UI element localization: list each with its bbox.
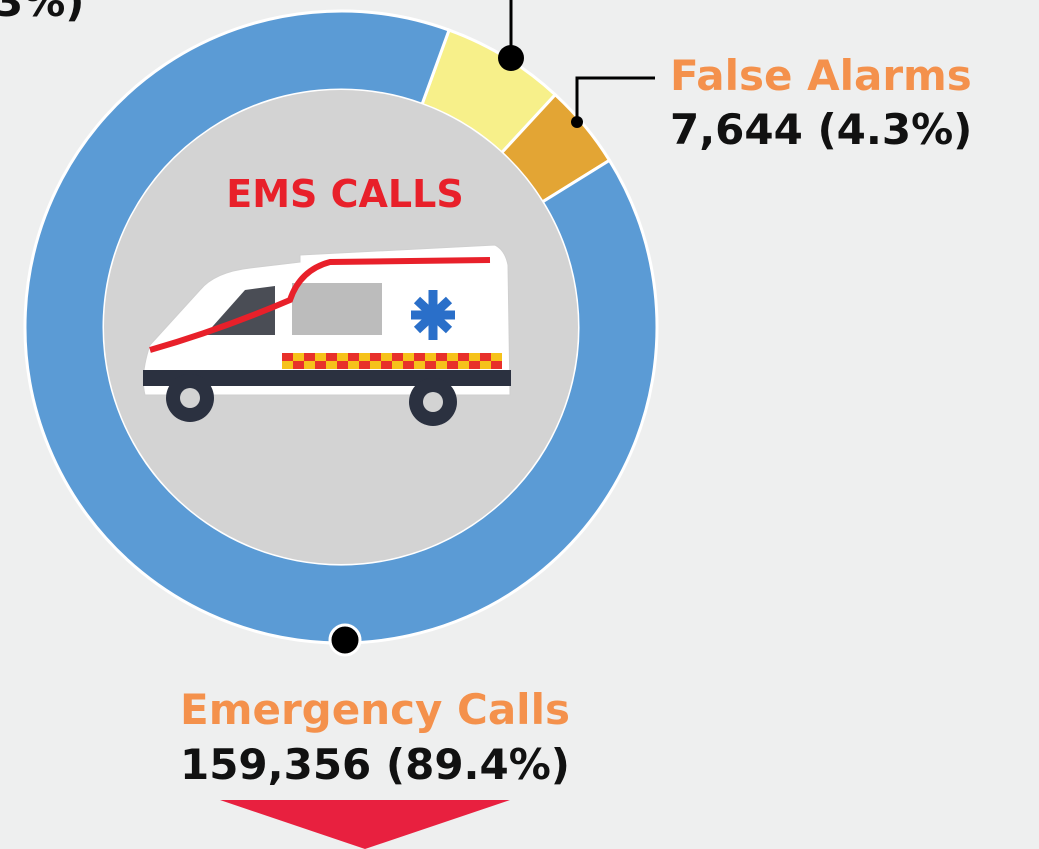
value-label: 3%) (0, 0, 85, 26)
legend-label: Emergency Calls (180, 685, 570, 734)
value-label: 159,356 (89.4%) (180, 740, 570, 789)
legend-label: False Alarms (670, 51, 972, 100)
leader-dot (498, 45, 524, 71)
infographic: EMS CALLS 3%) False Alarms 7,644 (4.3%) … (0, 0, 1039, 849)
leader-dot (571, 116, 583, 128)
leader-dot (330, 625, 360, 655)
value-label: 7,644 (4.3%) (670, 105, 972, 154)
chart-title: EMS CALLS (226, 172, 463, 216)
